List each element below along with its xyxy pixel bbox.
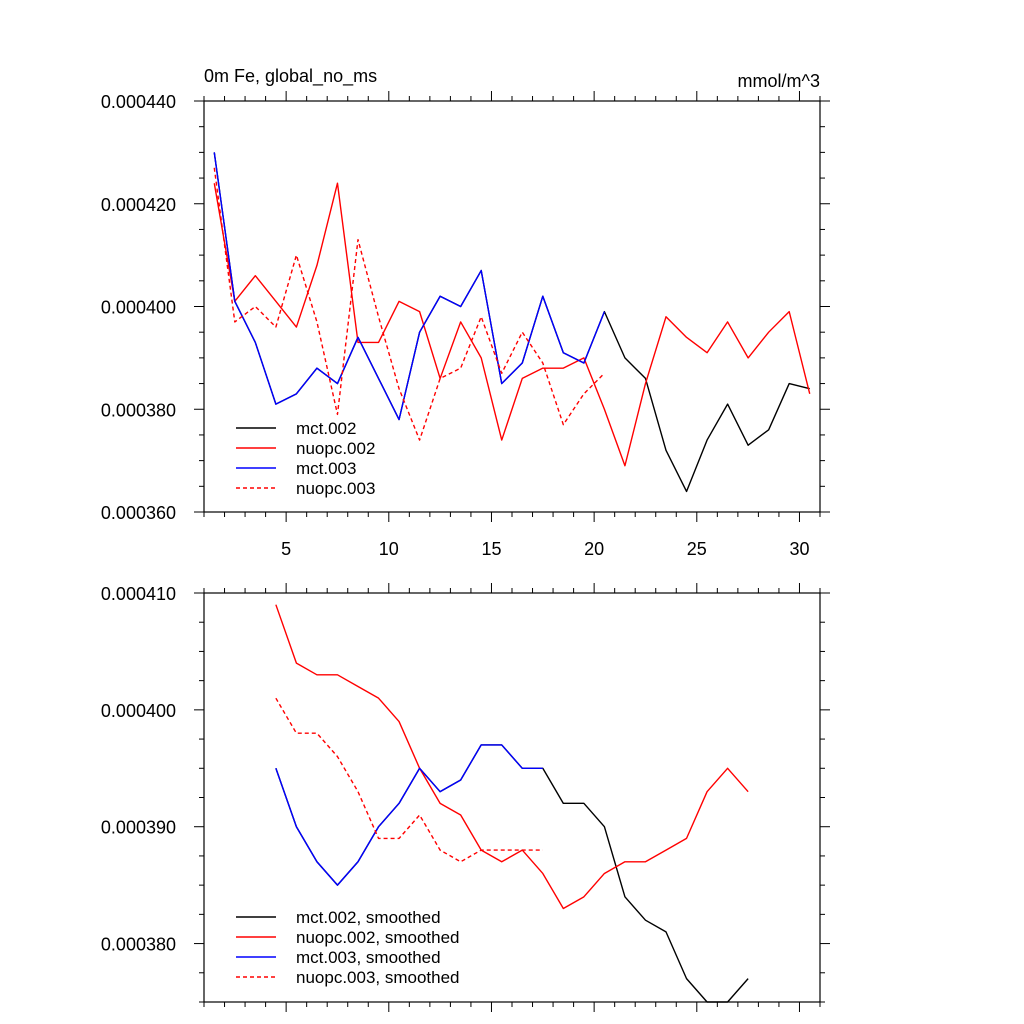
legend-label-mct-002-smoothed: mct.002, smoothed [296, 908, 441, 927]
legend-label-nuopc-003-smoothed: nuopc.003, smoothed [296, 968, 460, 987]
legend-label-mct-003-smoothed: mct.003, smoothed [296, 948, 441, 967]
legend-label-mct-002: mct.002 [296, 419, 356, 438]
series-line-nuopc-003-smoothed [275, 697, 543, 863]
units-label: mmol/m^3 [738, 71, 820, 91]
series-line-mct-003 [213, 152, 606, 421]
x-tick-label: 20 [584, 539, 604, 559]
series-line-mct-003-smoothed [275, 744, 543, 886]
y-tick-label: 0.000440 [101, 92, 176, 112]
legend-label-mct-003: mct.003 [296, 459, 356, 478]
top-panel: 0m Fe, global_no_ms mmol/m^3 5 10 15 20 25 30… [101, 66, 830, 559]
legend-label-nuopc-002-smoothed: nuopc.002, smoothed [296, 928, 460, 947]
x-tick-label: 25 [687, 539, 707, 559]
x-tick-label: 15 [481, 539, 501, 559]
y-tick-label: 0.000400 [101, 298, 176, 318]
legend-label-nuopc-002: nuopc.002 [296, 439, 375, 458]
x-tick-label: 5 [281, 539, 291, 559]
series-line-nuopc-002 [213, 182, 811, 467]
x-tick-label: 10 [379, 539, 399, 559]
series-line-nuopc-002-smoothed [275, 604, 749, 910]
legend-label-nuopc-003: nuopc.003 [296, 479, 375, 498]
y-tick-label: 0.000380 [101, 400, 176, 420]
series-line-nuopc-003 [213, 167, 605, 441]
y-tick-label: 0.000390 [101, 818, 176, 838]
y-tick-label: 0.000360 [101, 503, 176, 523]
bottom-panel: 0.000380 0.000390 0.000400 0.000410 mct.002,… [101, 583, 830, 1012]
y-tick-label: 0.000410 [101, 584, 176, 604]
y-tick-label: 0.000420 [101, 195, 176, 215]
y-tick-label: 0.000380 [101, 935, 176, 955]
y-tick-label: 0.000400 [101, 701, 176, 721]
x-tick-label: 30 [789, 539, 809, 559]
panel-title: 0m Fe, global_no_ms [204, 66, 377, 87]
